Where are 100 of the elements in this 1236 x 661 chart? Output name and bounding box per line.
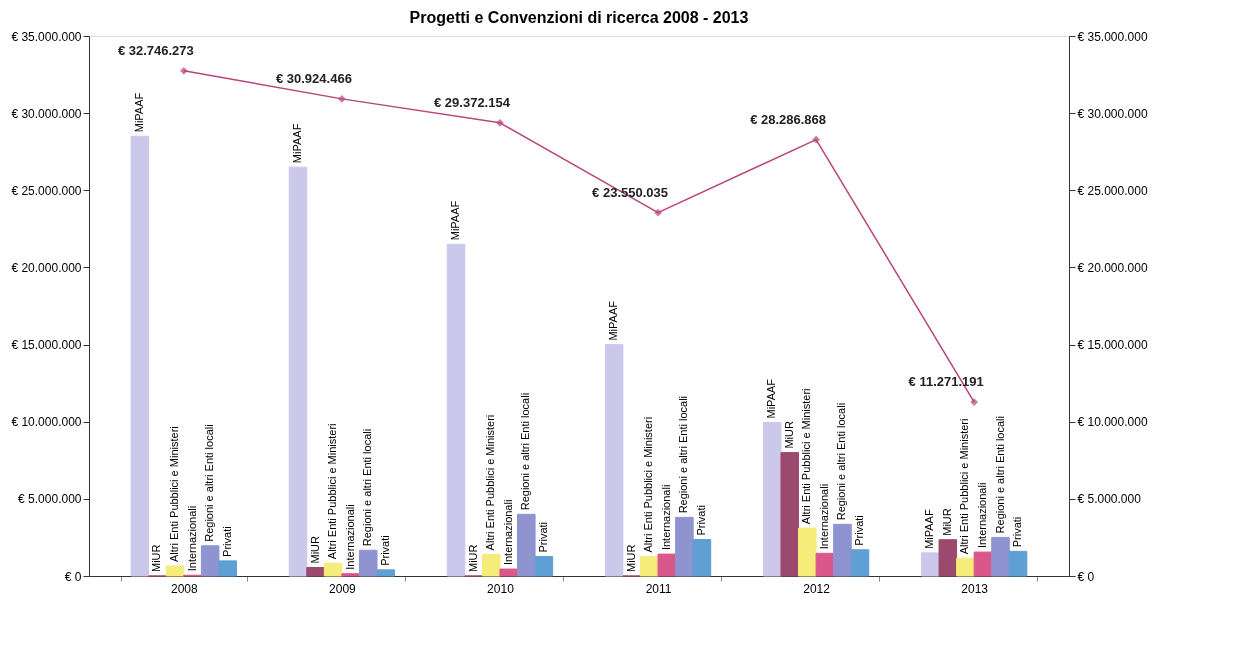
text: Privati	[1011, 516, 1024, 548]
data-label: € 30.924.466	[275, 70, 352, 86]
text: Altri Enti Pubblici e Ministeri	[168, 426, 181, 562]
text: Internazionali	[501, 499, 514, 566]
bar	[920, 552, 940, 577]
bar	[358, 549, 378, 577]
text: MiPAAF	[132, 92, 145, 133]
text: Altri Enti Pubblici e Ministeri	[642, 416, 655, 553]
text: Privati	[694, 505, 707, 536]
text: Regioni e altri Enti locali	[677, 395, 690, 514]
text: Altri Enti Pubblici e Ministeri	[958, 418, 971, 555]
bar	[780, 452, 800, 577]
data-label: € 29.372.154	[434, 94, 511, 110]
x-tick-label: 2012	[803, 581, 831, 596]
text: Altri Enti Pubblici e Ministeri	[484, 414, 497, 551]
text: Internazionali	[817, 483, 830, 550]
bar	[798, 527, 817, 577]
text: MiPAAF	[765, 378, 778, 419]
y-tick-label: € 15.000.000	[11, 338, 82, 353]
y2-tick-label: € 10.000.000	[1077, 415, 1148, 430]
y-tick-label: € 30.000.000	[11, 106, 82, 121]
x-tick-label: 2009	[329, 581, 357, 596]
bar	[481, 553, 501, 577]
y-tick-label: € 35.000.000	[11, 29, 82, 44]
chart-title: Progetti e Convenzioni di ricerca 2008 - 2013	[409, 9, 749, 26]
text: Regioni e altri Enti locali	[203, 424, 216, 542]
bar	[446, 243, 466, 577]
bar	[657, 553, 677, 577]
bar	[534, 556, 554, 577]
y2-tick-label: € 15.000.000	[1077, 338, 1148, 353]
bar	[850, 549, 870, 577]
text: Privati	[378, 535, 391, 566]
text: Privati	[853, 515, 865, 546]
bar	[165, 565, 185, 577]
text: MiPAAF	[607, 301, 620, 341]
bar	[604, 344, 624, 577]
text: MiUR	[624, 544, 637, 572]
bar	[288, 166, 308, 577]
data-label: € 32.746.273	[117, 42, 194, 58]
text: MiUR	[308, 536, 321, 564]
bar	[218, 560, 238, 577]
x-tick-label: 2010	[487, 581, 515, 596]
y2-tick-label: € 5.000.000	[1077, 492, 1142, 507]
bar	[130, 135, 150, 577]
bar	[675, 516, 694, 577]
bar	[376, 569, 396, 577]
text: MiUR	[782, 421, 795, 449]
text: Internazionali	[185, 505, 198, 572]
text: MiUR	[150, 544, 163, 572]
bar	[833, 523, 852, 577]
bar	[341, 573, 360, 577]
bar	[815, 552, 835, 577]
bar	[956, 557, 975, 577]
text: Privati	[220, 526, 233, 557]
bar	[938, 539, 958, 577]
x-tick-label: 2013	[961, 581, 989, 596]
data-label: € 28.286.868	[750, 111, 827, 127]
bar	[499, 568, 519, 577]
y-tick-label: € 0	[64, 569, 82, 584]
text: MiUR	[466, 544, 479, 572]
y2-tick-label: € 30.000.000	[1077, 106, 1148, 121]
y-tick-label: € 25.000.000	[11, 183, 82, 198]
bar	[1008, 550, 1028, 577]
bar	[517, 513, 536, 577]
bar	[973, 551, 993, 577]
text: Altri Enti Pubblici e Ministeri	[800, 388, 813, 525]
text: Altri Enti Pubblici e Ministeri	[326, 423, 339, 560]
text: MiPAAF	[923, 509, 936, 549]
text: Internazionali	[659, 484, 672, 551]
point	[338, 95, 346, 103]
y2-tick-label: € 35.000.000	[1077, 29, 1148, 44]
bar	[306, 567, 325, 577]
bar	[639, 556, 659, 577]
point	[179, 66, 188, 75]
point	[654, 208, 662, 217]
text: Regioni e altri Enti locali	[993, 416, 1006, 534]
text: MiPAAF	[449, 200, 462, 241]
y-tick-label: € 20.000.000	[11, 260, 82, 275]
x-tick-label: 2008	[170, 581, 199, 596]
text: MiUR	[940, 508, 953, 536]
bar	[692, 539, 712, 577]
point	[496, 118, 504, 127]
bar	[200, 545, 220, 577]
text: Regioni e altri Enti locali	[519, 392, 532, 511]
y2-tick-label: € 20.000.000	[1077, 260, 1148, 275]
y-tick-label: € 10.000.000	[11, 415, 82, 430]
bar	[991, 536, 1010, 577]
point	[812, 135, 820, 144]
text: Internazionali	[975, 482, 988, 549]
y2-tick-label: € 25.000.000	[1077, 183, 1148, 198]
text: Privati	[536, 522, 549, 553]
text: MiPAAF	[291, 123, 303, 164]
y-tick-label: € 5.000.000	[18, 492, 82, 507]
bar	[762, 421, 782, 577]
point	[970, 398, 979, 406]
text: Regioni e altri Enti locali	[361, 428, 374, 547]
x-tick-label: 2011	[645, 581, 672, 596]
text: Regioni e altri Enti locali	[835, 402, 848, 521]
bar	[323, 562, 343, 577]
text: Internazionali	[343, 504, 356, 570]
